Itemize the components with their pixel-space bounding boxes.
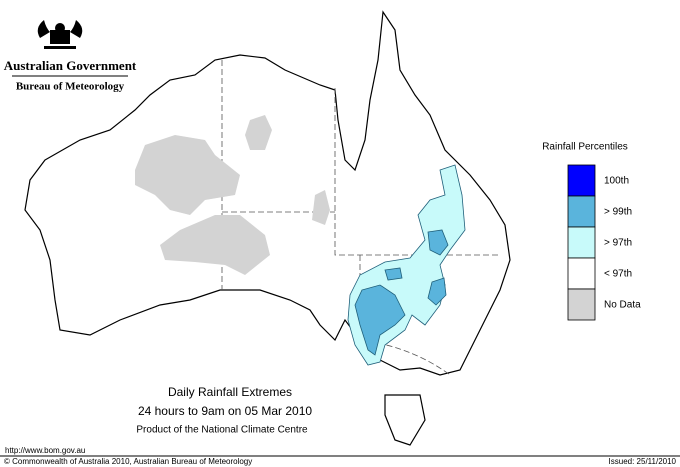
legend-label: > 97th bbox=[604, 238, 632, 249]
legend-label: > 99th bbox=[604, 207, 632, 218]
legend-label: < 97th bbox=[604, 269, 632, 280]
footer-url[interactable]: http://www.bom.gov.au bbox=[5, 446, 85, 455]
legend-swatch bbox=[567, 288, 596, 321]
legend: 100th > 99th > 97th < 97th No Data bbox=[567, 164, 641, 321]
legend-swatch bbox=[567, 164, 596, 197]
caption-title: Daily Rainfall Extremes bbox=[168, 385, 292, 399]
legend-label: No Data bbox=[604, 300, 641, 311]
legend-label: 100th bbox=[604, 176, 629, 187]
footer-copyright: © Commonwealth of Australia 2010, Austra… bbox=[4, 457, 252, 466]
gov-title: Australian Government bbox=[4, 58, 137, 73]
crest bbox=[37, 20, 83, 49]
agency: Bureau of Meteorology bbox=[16, 81, 125, 93]
caption-product: Product of the National Climate Centre bbox=[136, 425, 308, 436]
legend-swatch bbox=[567, 226, 596, 259]
legend-title: Rainfall Percentiles bbox=[542, 142, 628, 153]
caption-period: 24 hours to 9am on 05 Mar 2010 bbox=[138, 404, 312, 418]
footer-issued: Issued: 25/11/2010 bbox=[609, 457, 677, 466]
australia-map bbox=[24, 10, 511, 446]
legend-swatch bbox=[567, 257, 596, 290]
legend-swatch bbox=[567, 195, 596, 228]
